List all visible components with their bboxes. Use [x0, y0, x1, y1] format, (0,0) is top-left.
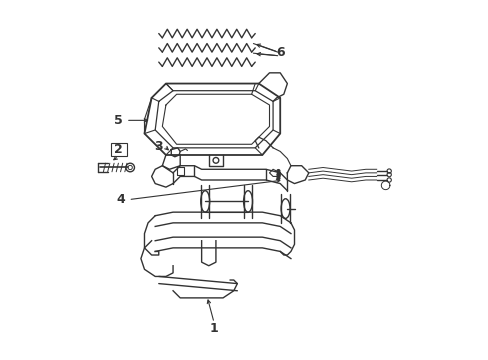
Text: 4: 4: [117, 193, 125, 206]
Text: 3: 3: [154, 140, 163, 153]
Circle shape: [276, 173, 279, 176]
Text: 1: 1: [209, 322, 218, 335]
Text: 5: 5: [114, 114, 123, 127]
Circle shape: [276, 177, 279, 180]
Circle shape: [276, 170, 279, 172]
Text: 6: 6: [275, 46, 284, 59]
Text: 2: 2: [114, 143, 123, 156]
